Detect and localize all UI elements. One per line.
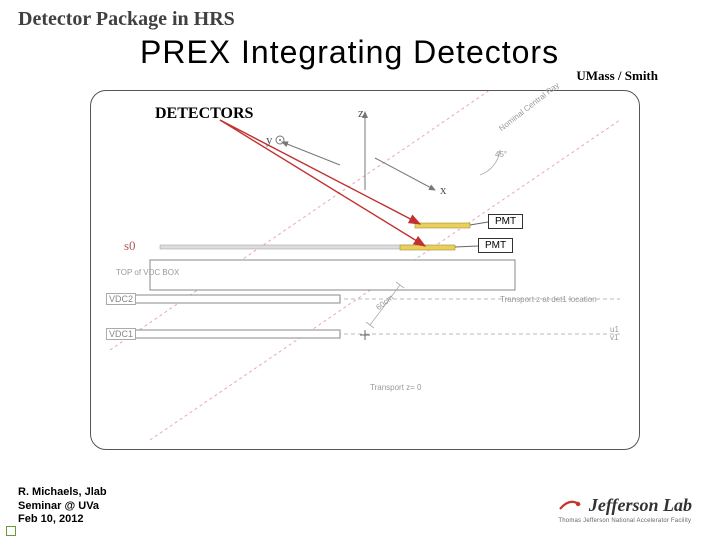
jlab-name: Jefferson Lab	[589, 495, 692, 515]
axis-x-label: x	[440, 182, 447, 198]
footer-line2: Seminar @ UVa	[18, 500, 107, 513]
s0-label: s0	[124, 238, 136, 254]
transport-det1: Transport z at det1 location	[500, 295, 597, 304]
pmt-box-2: PMT	[478, 238, 513, 253]
top-vdc-label: TOP of VDC BOX	[116, 268, 179, 277]
pmt-box-1: PMT	[488, 214, 523, 229]
angle-45: 45°	[495, 150, 507, 159]
jlab-logo: Jefferson Lab Thomas Jefferson National …	[558, 495, 692, 524]
jlab-swoosh-icon	[558, 495, 582, 518]
slide-title-small: Detector Package in HRS	[18, 8, 235, 31]
transport-z0: Transport z= 0	[370, 383, 422, 392]
slide-title-large: PREX Integrating Detectors	[140, 34, 559, 71]
vdc1-label: VDC1	[106, 328, 136, 340]
footer-line3: Feb 10, 2012	[18, 513, 107, 526]
axis-z-label: z	[358, 105, 364, 121]
u1v1-label: u1 v1	[610, 326, 619, 342]
slide-subheader: UMass / Smith	[576, 68, 658, 84]
detectors-label: DETECTORS	[155, 105, 253, 123]
jlab-sub: Thomas Jefferson National Accelerator Fa…	[558, 518, 692, 524]
slide-bullet-icon	[6, 526, 16, 536]
footer-line1: R. Michaels, Jlab	[18, 486, 107, 499]
vdc2-label: VDC2	[106, 293, 136, 305]
axis-y-label: y	[266, 132, 273, 148]
footer-author: R. Michaels, Jlab Seminar @ UVa Feb 10, …	[18, 486, 107, 526]
